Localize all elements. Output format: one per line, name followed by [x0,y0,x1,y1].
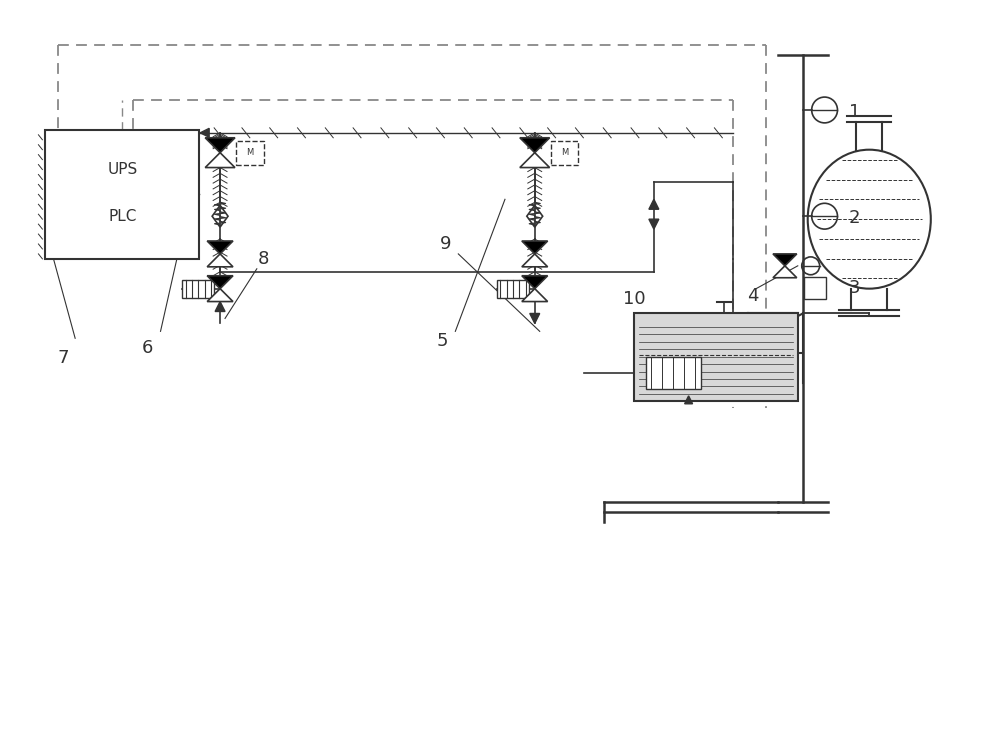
Polygon shape [215,301,225,312]
Polygon shape [207,288,233,301]
Polygon shape [205,153,235,168]
Bar [634,313,798,401]
Text: 4: 4 [747,287,759,305]
Bar [497,279,529,297]
Text: M: M [561,148,568,157]
Text: 5: 5 [437,332,448,350]
Text: 1: 1 [849,103,860,121]
Polygon shape [200,128,209,137]
Text: 6: 6 [142,339,153,357]
Text: 10: 10 [623,290,645,307]
Bar [236,141,264,165]
Polygon shape [205,138,235,153]
Bar [551,141,578,165]
Text: M: M [246,148,253,157]
Polygon shape [530,313,540,323]
Text: 9: 9 [440,235,451,253]
Polygon shape [649,219,659,229]
Bar [182,279,214,297]
Polygon shape [520,138,550,153]
Bar [646,357,701,389]
Polygon shape [522,241,548,254]
Bar [45,130,199,259]
Text: PLC: PLC [108,209,136,224]
Text: UPS: UPS [107,162,137,177]
Polygon shape [522,288,548,301]
Polygon shape [522,254,548,267]
Bar [804,277,826,299]
Text: 3: 3 [849,279,860,297]
Polygon shape [207,276,233,288]
Text: 7: 7 [57,349,69,367]
Text: 8: 8 [258,250,269,268]
Polygon shape [207,254,233,267]
Polygon shape [522,276,548,288]
Polygon shape [685,396,693,404]
Polygon shape [773,254,797,266]
Polygon shape [773,266,797,278]
Text: 2: 2 [849,209,860,227]
Polygon shape [649,200,659,209]
Polygon shape [520,153,550,168]
Polygon shape [207,241,233,254]
